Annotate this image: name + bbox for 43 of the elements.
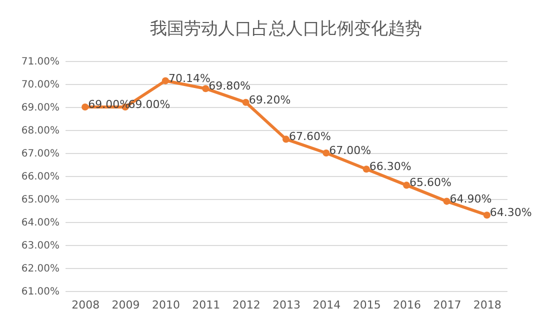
y-tick-label: 65.00% xyxy=(21,194,60,206)
y-tick-label: 67.00% xyxy=(21,148,60,160)
data-label: 66.30% xyxy=(369,160,412,174)
point xyxy=(403,182,410,189)
point xyxy=(282,136,290,143)
data-label: 69.00% xyxy=(128,98,170,111)
data-label: 64.30% xyxy=(490,206,532,220)
point xyxy=(162,77,169,84)
data-label: 65.60% xyxy=(410,176,452,190)
data-label: 70.14% xyxy=(168,72,210,85)
point xyxy=(483,212,490,219)
x-tick-label: 2015 xyxy=(352,298,381,312)
y-tick-label: 69.00% xyxy=(21,102,60,114)
point xyxy=(82,103,89,111)
x-tick-label: 2009 xyxy=(112,298,140,312)
point xyxy=(202,85,210,92)
x-tick-label: 2016 xyxy=(393,298,422,312)
x-tick-label: 2014 xyxy=(312,298,341,312)
y-tick-label: 71.00% xyxy=(21,56,60,68)
point xyxy=(362,166,370,173)
x-tick-label: 2008 xyxy=(72,298,100,312)
y-tick-label: 64.00% xyxy=(21,218,60,228)
chart-title: 我国劳动人口占总人口比例变化趋势 xyxy=(150,19,422,39)
data-label: 67.60% xyxy=(289,130,331,144)
x-tick-label: 2017 xyxy=(433,298,462,312)
x-tick-label: 2018 xyxy=(473,298,502,312)
data-label: 69.20% xyxy=(248,93,291,106)
y-tick-label: 66.00% xyxy=(21,172,60,182)
y-tick-label: 61.00% xyxy=(21,286,60,298)
x-tick-label: 2013 xyxy=(272,298,300,312)
y-tick-label: 70.00% xyxy=(21,80,60,90)
x-tick-label: 2011 xyxy=(192,298,220,312)
x-tick-label: 2012 xyxy=(232,298,260,312)
point xyxy=(443,198,450,205)
point xyxy=(242,98,250,106)
y-tick-label: 62.00% xyxy=(21,264,60,274)
data-label: 67.00% xyxy=(329,144,372,157)
data-label: 64.90% xyxy=(450,192,492,206)
data-label: 69.80% xyxy=(208,80,251,93)
x-tick-label: 2010 xyxy=(152,298,180,312)
y-tick-label: 68.00% xyxy=(21,126,60,136)
y-tick-label: 63.00% xyxy=(21,240,60,252)
point xyxy=(322,149,330,157)
